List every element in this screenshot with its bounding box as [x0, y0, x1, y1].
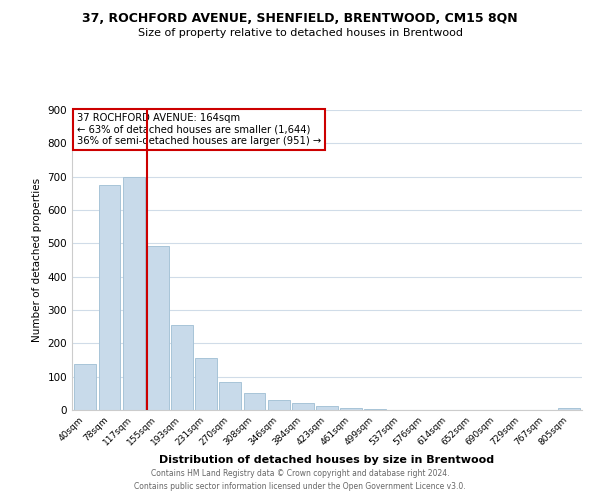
Text: 37, ROCHFORD AVENUE, SHENFIELD, BRENTWOOD, CM15 8QN: 37, ROCHFORD AVENUE, SHENFIELD, BRENTWOO… [82, 12, 518, 26]
Bar [220, 382, 241, 410]
Bar [558, 408, 580, 410]
Bar [292, 404, 314, 410]
X-axis label: Distribution of detached houses by size in Brentwood: Distribution of detached houses by size … [160, 456, 494, 466]
Bar [74, 364, 96, 410]
Bar [268, 400, 290, 410]
Bar [98, 185, 121, 410]
Text: Size of property relative to detached houses in Brentwood: Size of property relative to detached ho… [137, 28, 463, 38]
Text: 37 ROCHFORD AVENUE: 164sqm
← 63% of detached houses are smaller (1,644)
36% of s: 37 ROCHFORD AVENUE: 164sqm ← 63% of deta… [77, 113, 322, 146]
Bar [147, 246, 169, 410]
Bar [340, 408, 362, 410]
Bar [316, 406, 338, 410]
Bar [123, 176, 145, 410]
Y-axis label: Number of detached properties: Number of detached properties [32, 178, 42, 342]
Bar [171, 325, 193, 410]
Text: Contains HM Land Registry data © Crown copyright and database right 2024.: Contains HM Land Registry data © Crown c… [151, 468, 449, 477]
Bar [244, 394, 265, 410]
Text: Contains public sector information licensed under the Open Government Licence v3: Contains public sector information licen… [134, 482, 466, 491]
Bar [195, 358, 217, 410]
